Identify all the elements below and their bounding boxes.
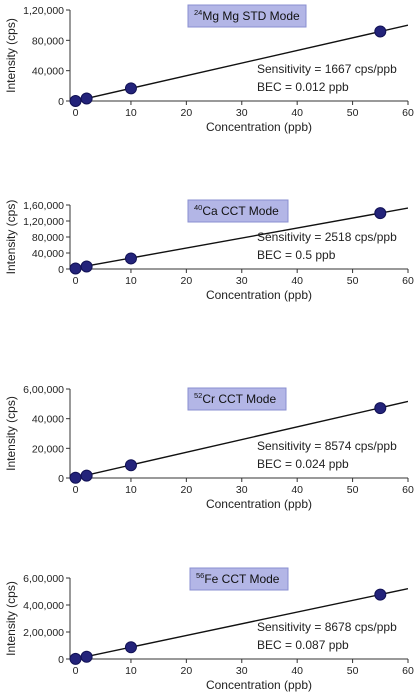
x-axis-label: Concentration (ppb) <box>206 497 312 511</box>
mode-label: 56Fe CCT Mode <box>196 571 280 586</box>
x-tick-label: 20 <box>181 665 193 677</box>
mode-label-box <box>187 387 287 411</box>
data-point <box>374 25 387 38</box>
y-tick-label: 40,000 <box>32 66 64 78</box>
data-point <box>69 471 82 484</box>
isotope-mass: 56 <box>196 571 204 580</box>
y-tick-label: 1,20,000 <box>23 5 64 17</box>
bec-annotation: BEC = 0.024 ppb <box>257 457 349 471</box>
data-point <box>124 641 137 654</box>
x-tick-label: 60 <box>402 107 414 119</box>
x-tick-label: 0 <box>73 107 79 119</box>
x-tick-label: 0 <box>73 275 79 287</box>
x-tick-label: 10 <box>125 275 137 287</box>
sensitivity-annotation: Sensitivity = 8678 cps/ppb <box>257 620 397 634</box>
y-tick-label: 0 <box>58 654 64 666</box>
mode-name: Cr CCT Mode <box>202 392 276 406</box>
x-tick-label: 20 <box>181 275 193 287</box>
mode-name: Mg Mg STD Mode <box>202 9 300 23</box>
sensitivity-annotation: Sensitivity = 8574 cps/ppb <box>257 439 397 453</box>
isotope-mass: 24 <box>194 8 202 17</box>
data-point <box>374 402 387 415</box>
x-tick-label: 10 <box>125 107 137 119</box>
y-axis-label: Intensity (cps) <box>4 18 18 93</box>
x-tick-label: 0 <box>73 484 79 496</box>
data-point <box>69 95 82 107</box>
x-tick-label: 30 <box>236 275 248 287</box>
x-tick-label: 10 <box>125 484 137 496</box>
y-tick-label: 80,000 <box>32 232 64 244</box>
x-axis-label: Concentration (ppb) <box>206 678 312 692</box>
data-point <box>374 207 387 220</box>
y-tick-label: 6,00,000 <box>23 384 64 396</box>
data-point <box>69 262 82 275</box>
y-tick-label: 40,000 <box>32 248 64 260</box>
y-tick-label: 0 <box>58 96 64 108</box>
mode-label: 52Cr CCT Mode <box>194 391 276 406</box>
data-point <box>80 469 93 482</box>
y-axis-label: Intensity (cps) <box>4 581 18 656</box>
y-tick-label: 1,60,000 <box>23 200 64 212</box>
x-tick-label: 30 <box>236 665 248 677</box>
data-point <box>69 652 82 665</box>
data-point <box>80 650 93 663</box>
y-tick-label: 1,20,000 <box>23 216 64 228</box>
x-tick-label: 60 <box>402 275 414 287</box>
x-tick-label: 40 <box>291 484 303 496</box>
x-axis-label: Concentration (ppb) <box>206 120 312 134</box>
y-axis-label: Intensity (cps) <box>4 396 18 471</box>
x-tick-label: 0 <box>73 665 79 677</box>
mode-label: 40Ca CCT Mode <box>194 203 279 218</box>
sensitivity-annotation: Sensitivity = 2518 cps/ppb <box>257 230 397 244</box>
y-tick-label: 2,00,000 <box>23 627 64 639</box>
x-tick-label: 40 <box>291 275 303 287</box>
mode-name: Ca CCT Mode <box>202 204 279 218</box>
bec-annotation: BEC = 0.012 ppb <box>257 80 349 94</box>
mode-label: 24Mg Mg STD Mode <box>194 8 300 23</box>
x-axis-label: Concentration (ppb) <box>206 288 312 302</box>
mode-name: Fe CCT Mode <box>204 572 279 586</box>
y-axis-label: Intensity (cps) <box>4 200 18 275</box>
x-tick-label: 40 <box>291 665 303 677</box>
x-tick-label: 60 <box>402 484 414 496</box>
bec-annotation: BEC = 0.5 ppb <box>257 248 336 262</box>
mode-label-box <box>189 567 289 591</box>
x-tick-label: 50 <box>347 275 359 287</box>
x-tick-label: 50 <box>347 484 359 496</box>
x-tick-label: 30 <box>236 484 248 496</box>
x-tick-label: 20 <box>181 107 193 119</box>
x-tick-label: 10 <box>125 665 137 677</box>
data-point <box>124 82 137 95</box>
mode-label-box <box>187 199 289 223</box>
isotope-mass: 52 <box>194 391 202 400</box>
y-tick-label: 4,00,000 <box>23 600 64 612</box>
chart-panel-0: 0 40,000 80,000 1,20,000 0 10 20 30 40 50 60 Concen… <box>4 4 414 134</box>
y-tick-label: 0 <box>58 264 64 276</box>
data-point <box>80 260 93 273</box>
chart-panel-2: 0 20,000 40,000 6,00,000 0 10 20 30 40 50 60 Concen… <box>4 384 414 511</box>
y-tick-label: 40,000 <box>32 414 64 426</box>
chart-panel-1: 0 40,000 80,000 1,20,000 1,60,000 0 10 20 30 40 50… <box>4 199 414 302</box>
y-tick-label: 20,000 <box>32 443 64 455</box>
x-tick-label: 50 <box>347 107 359 119</box>
y-tick-label: 0 <box>58 473 64 485</box>
mode-label-box <box>187 4 307 28</box>
data-point <box>124 252 137 265</box>
x-tick-label: 60 <box>402 665 414 677</box>
data-point <box>374 588 387 601</box>
chart-panel-3: 0 2,00,000 4,00,000 6,00,000 0 10 20 30 40 50 60 Co… <box>4 567 414 692</box>
x-tick-label: 30 <box>236 107 248 119</box>
x-tick-label: 20 <box>181 484 193 496</box>
y-tick-label: 80,000 <box>32 35 64 47</box>
y-tick-label: 6,00,000 <box>23 573 64 585</box>
x-tick-label: 40 <box>291 107 303 119</box>
sensitivity-annotation: Sensitivity = 1667 cps/ppb <box>257 62 397 76</box>
isotope-mass: 40 <box>194 203 202 212</box>
x-tick-label: 50 <box>347 665 359 677</box>
data-point <box>124 459 137 472</box>
data-point <box>80 92 93 105</box>
bec-annotation: BEC = 0.087 ppb <box>257 638 349 652</box>
